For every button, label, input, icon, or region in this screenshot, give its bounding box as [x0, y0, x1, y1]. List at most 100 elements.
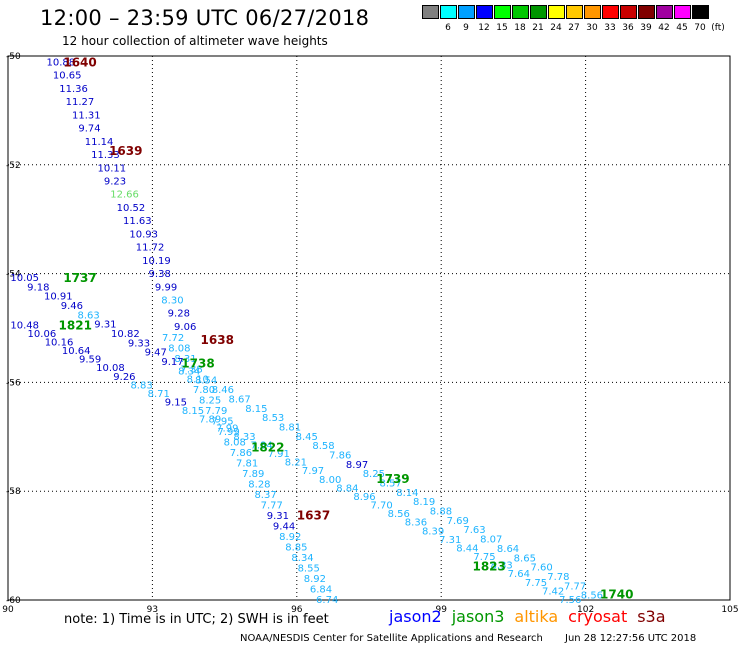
pass-time-label: 1739: [376, 472, 409, 486]
swh-value: 8.08: [224, 438, 246, 449]
colorbar-swatch: [602, 5, 619, 19]
colorbar-label: 33: [604, 23, 616, 33]
swh-value: 8.00: [319, 475, 341, 486]
swh-value: 8.54: [195, 376, 217, 387]
colorbar-swatch: [638, 5, 655, 19]
swh-value: 7.86: [230, 448, 252, 459]
swh-value: 8.57: [379, 479, 401, 490]
swh-value: 8.28: [248, 480, 270, 491]
swh-value: 8.33: [491, 561, 513, 572]
colorbar-label: 6: [445, 23, 451, 33]
lat-tick-label: -50: [6, 52, 21, 62]
swh-value: 7.84: [250, 440, 272, 451]
lon-tick-label: 93: [147, 605, 158, 615]
swh-value: 7.97: [302, 466, 324, 477]
map-frame: [7, 55, 731, 601]
swh-value: 7.75: [525, 578, 547, 589]
swh-value: 8.37: [254, 490, 276, 501]
swh-value: 9.74: [78, 124, 100, 135]
swh-value: 9.99: [155, 282, 177, 293]
colorbar-label: 21: [532, 23, 544, 33]
swh-value: 7.89: [242, 469, 264, 480]
swh-value: 8.36: [405, 518, 427, 529]
swh-value: 9.31: [267, 511, 289, 522]
pass-time-label: 1639: [109, 144, 142, 158]
swh-value: 7.75: [473, 552, 495, 563]
colorbar-swatch: [512, 5, 529, 19]
swh-value: 7.95: [211, 417, 233, 428]
swh-value: 7.60: [530, 563, 552, 574]
swh-value: 6.84: [310, 585, 332, 596]
pass-time-label: 1823: [472, 559, 505, 573]
swh-value: 10.19: [142, 256, 171, 267]
swh-value: 8.25: [199, 396, 221, 407]
swh-value: 8.85: [285, 543, 307, 554]
lon-tick-label: 99: [435, 605, 447, 615]
swh-value: 9.59: [79, 355, 101, 366]
swh-value: 8.56: [581, 591, 603, 602]
lon-tick-label: 90: [2, 605, 14, 615]
swh-value: 10.11: [98, 163, 127, 174]
footer-note: note: 1) Time is in UTC; 2) SWH is in fe…: [64, 612, 329, 627]
colorbar-swatch: [422, 5, 439, 19]
colorbar-label: 9: [463, 23, 469, 33]
colorbar-swatch: [548, 5, 565, 19]
pass-time-label: 1737: [63, 271, 96, 285]
lon-tick-label: 96: [291, 605, 303, 615]
swh-value: 8.14: [396, 488, 418, 499]
colorbar-swatch: [476, 5, 493, 19]
swh-value: 9.44: [273, 522, 295, 533]
swh-value: 11.36: [59, 84, 88, 95]
swh-value: 8.84: [336, 483, 358, 494]
swh-value: 7.69: [447, 516, 469, 527]
swh-value: 11.27: [66, 97, 95, 108]
swh-value: 9.18: [27, 282, 49, 293]
swh-value: 9.38: [149, 269, 171, 280]
colorbar-label: 18: [514, 23, 526, 33]
swh-value: 8.83: [130, 380, 152, 391]
swh-value: 8.97: [346, 460, 368, 471]
swh-value: 9.33: [128, 338, 150, 349]
colorbar-swatch: [656, 5, 673, 19]
swh-value: 8.58: [312, 441, 334, 452]
swh-value: 7.80: [193, 385, 215, 396]
colorbar-label: 27: [568, 23, 580, 33]
swh-value: 10.65: [53, 71, 82, 82]
swh-value: 8.31: [174, 354, 196, 365]
swh-value: 10.06: [28, 329, 57, 340]
swh-value: 8.34: [178, 366, 200, 377]
swh-value: 7.99: [217, 427, 239, 438]
swh-value: 8.34: [291, 553, 313, 564]
pass-time-label: 1821: [59, 318, 92, 332]
swh-value: 8.21: [285, 458, 307, 469]
swh-value: 7.77: [564, 581, 586, 592]
swh-value: 11.63: [123, 216, 152, 227]
swh-value: 8.71: [148, 389, 170, 400]
satellite-legend-item: s3a: [637, 607, 666, 626]
swh-value: 7.63: [463, 525, 485, 536]
colorbar-label: 12: [478, 23, 490, 33]
colorbar-label: 39: [640, 23, 652, 33]
swh-value: 7.64: [508, 569, 530, 580]
pass-time-label: 1638: [201, 333, 234, 347]
lon-tick-label: 105: [721, 605, 738, 615]
swh-value: 8.53: [262, 413, 284, 424]
swh-value: 7.81: [236, 459, 258, 470]
swh-value: 11.31: [72, 110, 101, 121]
swh-value: 7.42: [542, 586, 564, 597]
colorbar-label: 36: [622, 23, 634, 33]
map-subtitle: 12 hour collection of altimeter wave hei…: [62, 34, 328, 48]
lat-tick-label: -60: [6, 596, 21, 606]
swh-value: 6.74: [316, 595, 338, 606]
swh-value: 7.89: [199, 415, 221, 426]
colorbar-label: 42: [658, 23, 670, 33]
swh-value: 9.28: [168, 309, 190, 320]
swh-value: 8.19: [413, 497, 435, 508]
swh-value: 8.67: [228, 394, 250, 405]
swh-value: 8.81: [279, 422, 301, 433]
swh-value: 8.46: [212, 385, 234, 396]
swh-value: 8.88: [430, 507, 452, 518]
swh-value: 11.14: [85, 137, 114, 148]
lat-tick-label: -52: [6, 161, 21, 171]
